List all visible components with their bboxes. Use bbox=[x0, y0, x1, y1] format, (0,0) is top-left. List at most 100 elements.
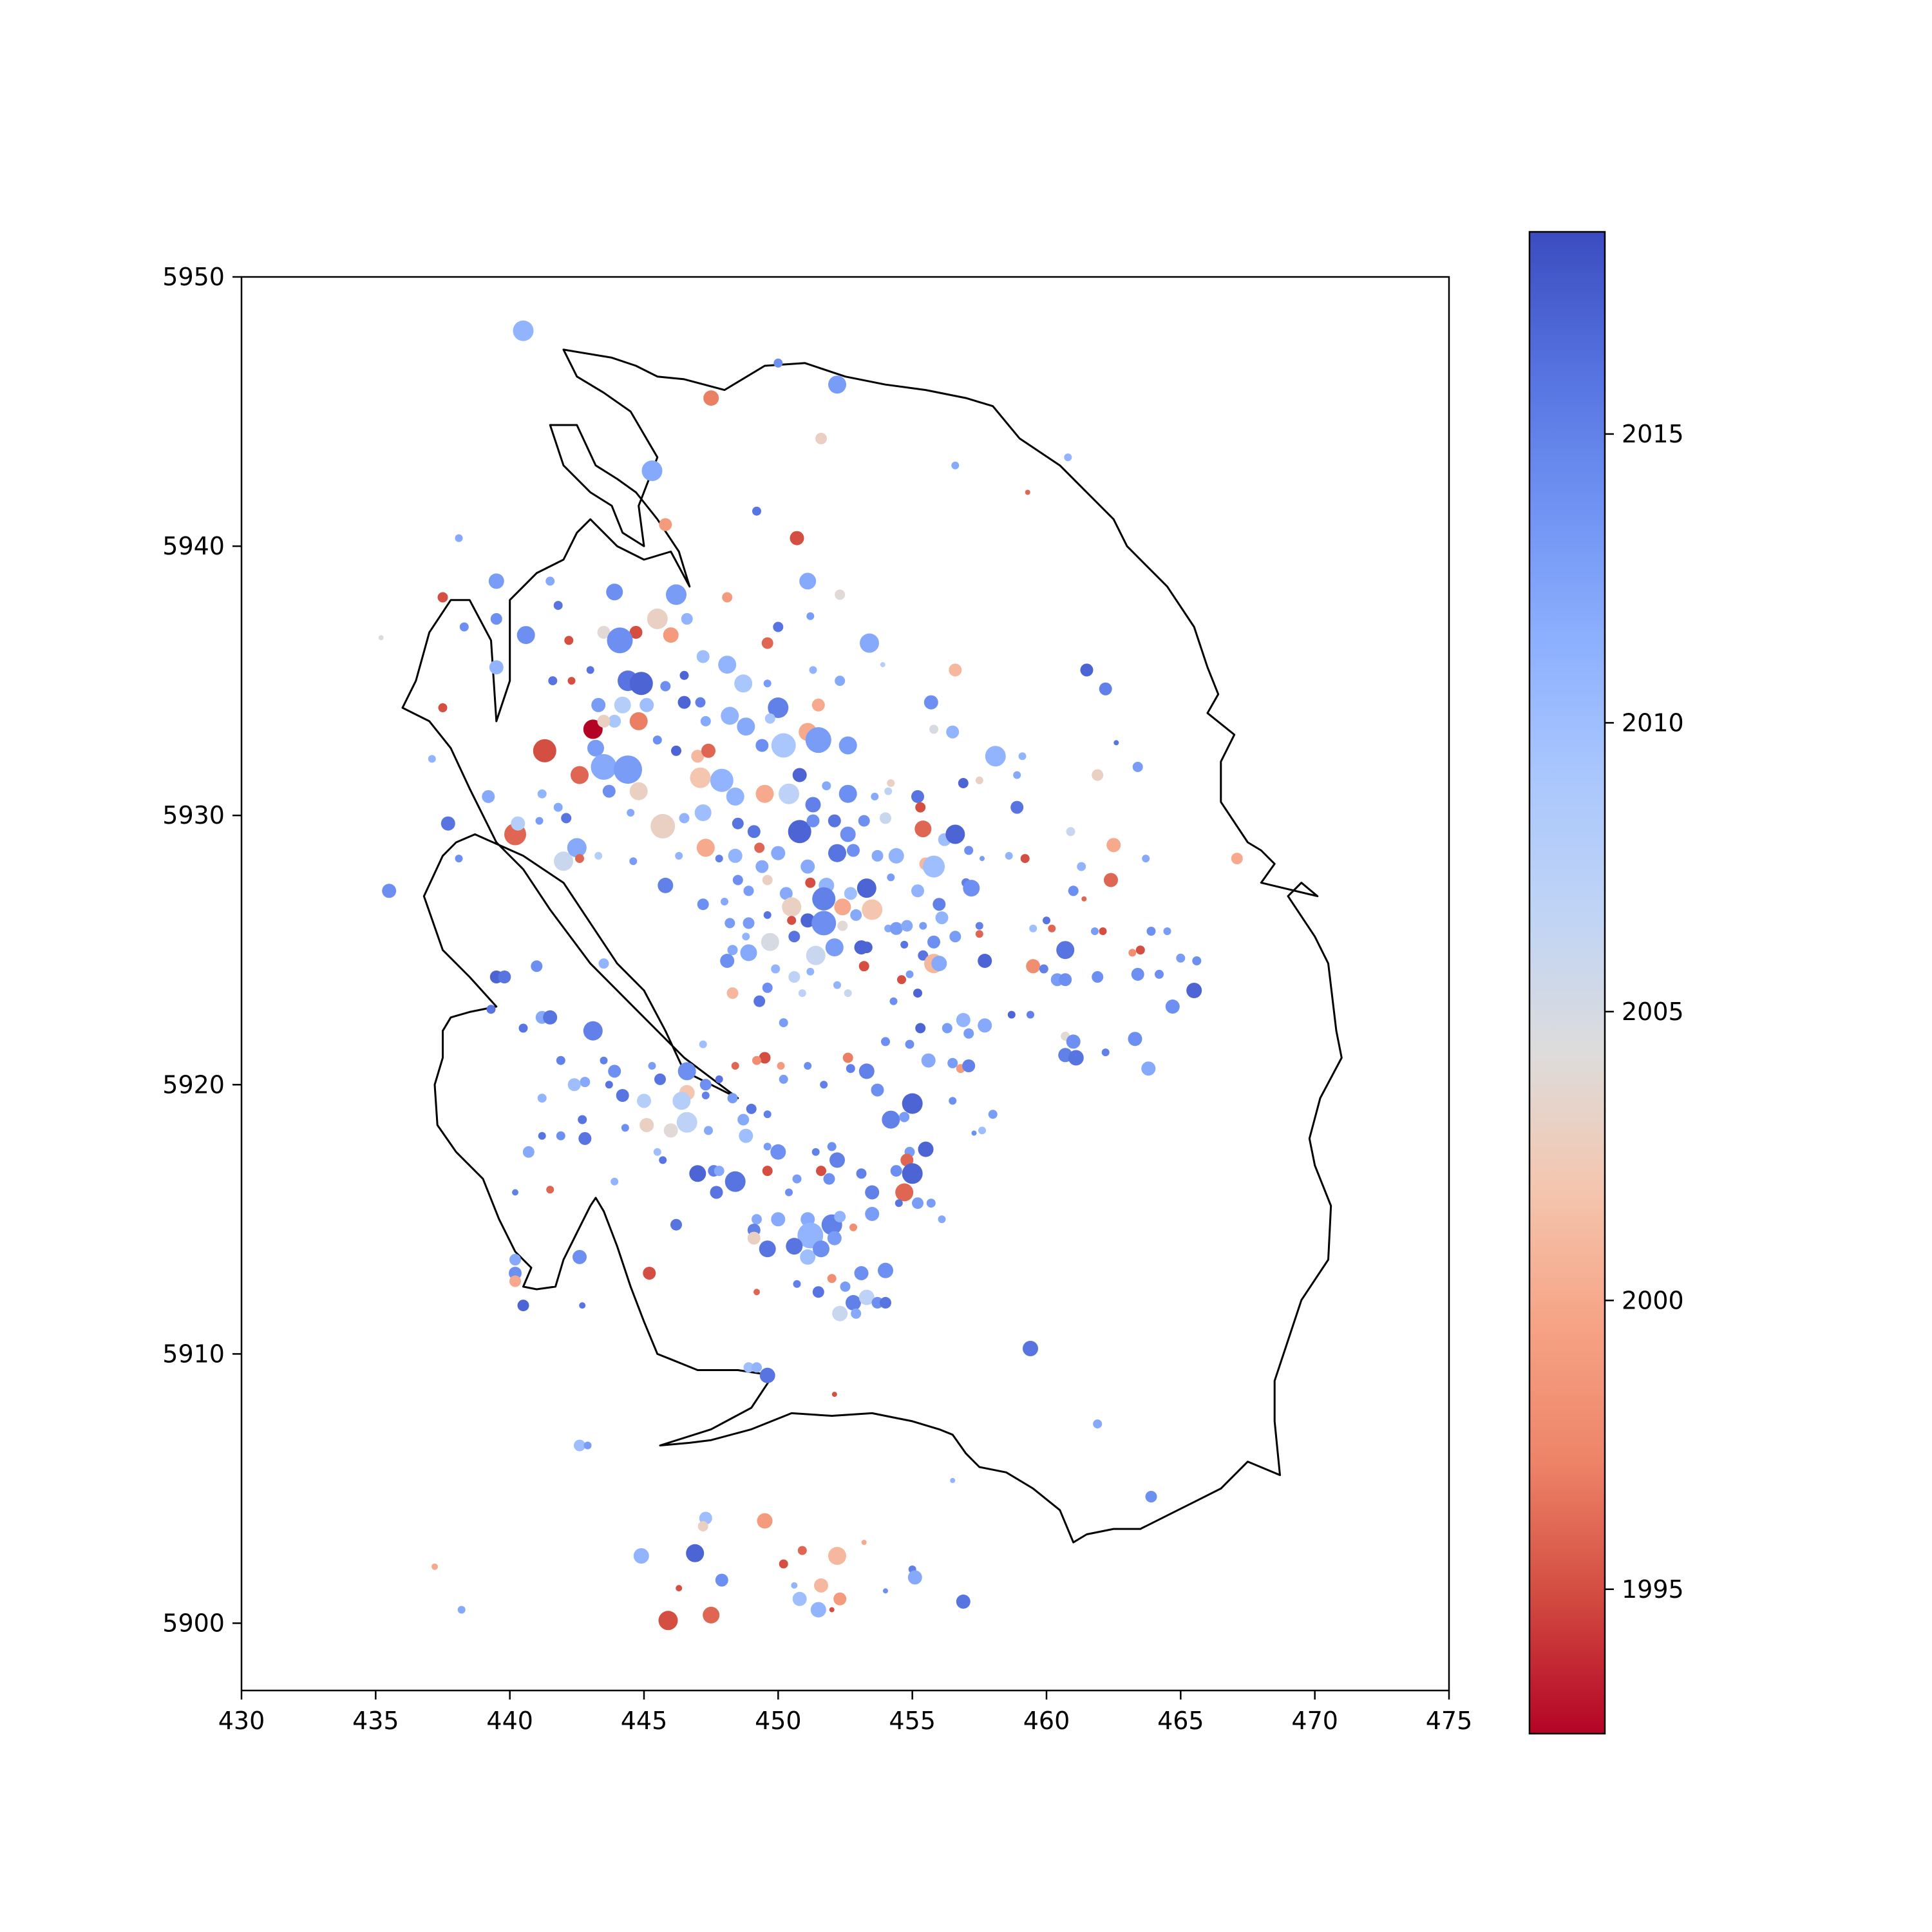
data-point bbox=[509, 1275, 521, 1287]
data-point bbox=[762, 875, 773, 886]
data-point bbox=[919, 922, 927, 930]
data-point bbox=[648, 1062, 656, 1070]
data-point bbox=[956, 1012, 971, 1027]
data-point bbox=[792, 1591, 807, 1606]
data-point bbox=[591, 697, 606, 712]
data-point bbox=[825, 938, 844, 957]
colorbar-gradient bbox=[1528, 231, 1606, 1735]
data-point bbox=[980, 856, 985, 862]
data-point bbox=[1027, 1010, 1034, 1019]
data-point bbox=[553, 601, 563, 611]
data-point bbox=[929, 724, 938, 734]
data-point bbox=[727, 1093, 738, 1104]
data-point bbox=[1064, 453, 1072, 462]
data-point bbox=[629, 782, 648, 800]
data-point bbox=[887, 873, 895, 882]
data-point bbox=[947, 1057, 958, 1068]
data-point bbox=[900, 1153, 914, 1167]
x-tick-label: 465 bbox=[1157, 1707, 1204, 1735]
data-point bbox=[806, 814, 820, 828]
data-point bbox=[721, 898, 728, 905]
data-point bbox=[844, 989, 852, 998]
data-point bbox=[732, 875, 743, 886]
data-point bbox=[732, 817, 744, 829]
data-point bbox=[761, 933, 779, 951]
data-point bbox=[880, 1296, 891, 1309]
data-point bbox=[927, 935, 940, 949]
data-point bbox=[1113, 740, 1119, 746]
data-point bbox=[882, 1110, 900, 1129]
data-point bbox=[831, 1392, 837, 1397]
data-point bbox=[950, 1477, 956, 1483]
data-point bbox=[895, 1183, 914, 1202]
data-point bbox=[800, 1249, 816, 1265]
data-point bbox=[700, 715, 711, 726]
data-point bbox=[747, 1231, 761, 1245]
data-point bbox=[457, 1605, 466, 1614]
data-point bbox=[689, 1165, 706, 1182]
data-point bbox=[1066, 1034, 1081, 1049]
data-point bbox=[1026, 959, 1041, 974]
data-point bbox=[586, 666, 594, 674]
data-point bbox=[871, 849, 884, 862]
data-point bbox=[820, 1081, 828, 1089]
data-point bbox=[1007, 1010, 1016, 1019]
data-point bbox=[575, 854, 584, 864]
data-point bbox=[858, 1063, 875, 1079]
y-tick-label: 5910 bbox=[162, 1340, 225, 1368]
data-point bbox=[858, 961, 869, 972]
data-point bbox=[1135, 945, 1145, 955]
data-point bbox=[1106, 838, 1121, 853]
data-point bbox=[737, 717, 755, 736]
data-point bbox=[884, 787, 893, 795]
plot-area: 430 435 440 445 450 455 460 465 470 475 590059105… bbox=[162, 263, 1472, 1735]
data-point bbox=[639, 697, 654, 712]
data-point bbox=[771, 1212, 786, 1227]
data-point bbox=[805, 877, 816, 888]
data-point bbox=[942, 1023, 952, 1034]
data-point bbox=[722, 592, 733, 603]
data-point bbox=[677, 1062, 696, 1081]
data-point bbox=[792, 768, 807, 782]
data-point bbox=[829, 1152, 845, 1168]
colorbar-tick-label: 2015 bbox=[1622, 420, 1684, 448]
data-point bbox=[897, 975, 906, 985]
data-point bbox=[951, 461, 960, 469]
data-point bbox=[854, 1266, 869, 1280]
data-point bbox=[710, 768, 734, 792]
data-point bbox=[696, 838, 715, 857]
data-point bbox=[915, 1023, 926, 1034]
data-point bbox=[1165, 999, 1180, 1014]
data-point bbox=[428, 755, 436, 763]
y-axis: 5900 5910 5920 5930 5940 5950 bbox=[162, 263, 242, 1637]
data-point bbox=[816, 1166, 826, 1177]
data-point bbox=[949, 931, 961, 943]
data-point bbox=[606, 583, 623, 601]
data-point bbox=[849, 1223, 857, 1231]
data-point bbox=[800, 913, 815, 928]
data-point bbox=[773, 358, 783, 368]
data-point bbox=[833, 981, 841, 989]
data-point bbox=[828, 844, 846, 862]
data-point bbox=[812, 887, 836, 911]
data-point bbox=[1141, 1061, 1156, 1076]
data-point bbox=[1101, 1048, 1110, 1057]
x-axis: 430 435 440 445 450 455 460 465 470 475 bbox=[218, 1690, 1472, 1735]
data-point bbox=[666, 584, 687, 605]
data-point bbox=[743, 917, 755, 929]
data-point bbox=[963, 1028, 974, 1039]
data-point bbox=[1092, 769, 1104, 781]
data-point bbox=[671, 745, 681, 756]
data-point bbox=[782, 897, 802, 917]
data-point bbox=[1068, 1050, 1084, 1066]
data-point bbox=[862, 899, 883, 920]
data-point bbox=[1132, 761, 1143, 772]
data-point bbox=[755, 860, 769, 873]
data-point bbox=[975, 930, 983, 938]
data-point bbox=[679, 813, 690, 824]
data-point bbox=[614, 755, 642, 784]
data-point bbox=[902, 1093, 923, 1114]
data-point bbox=[895, 1199, 903, 1208]
data-point bbox=[715, 1075, 723, 1083]
data-point bbox=[914, 820, 932, 838]
